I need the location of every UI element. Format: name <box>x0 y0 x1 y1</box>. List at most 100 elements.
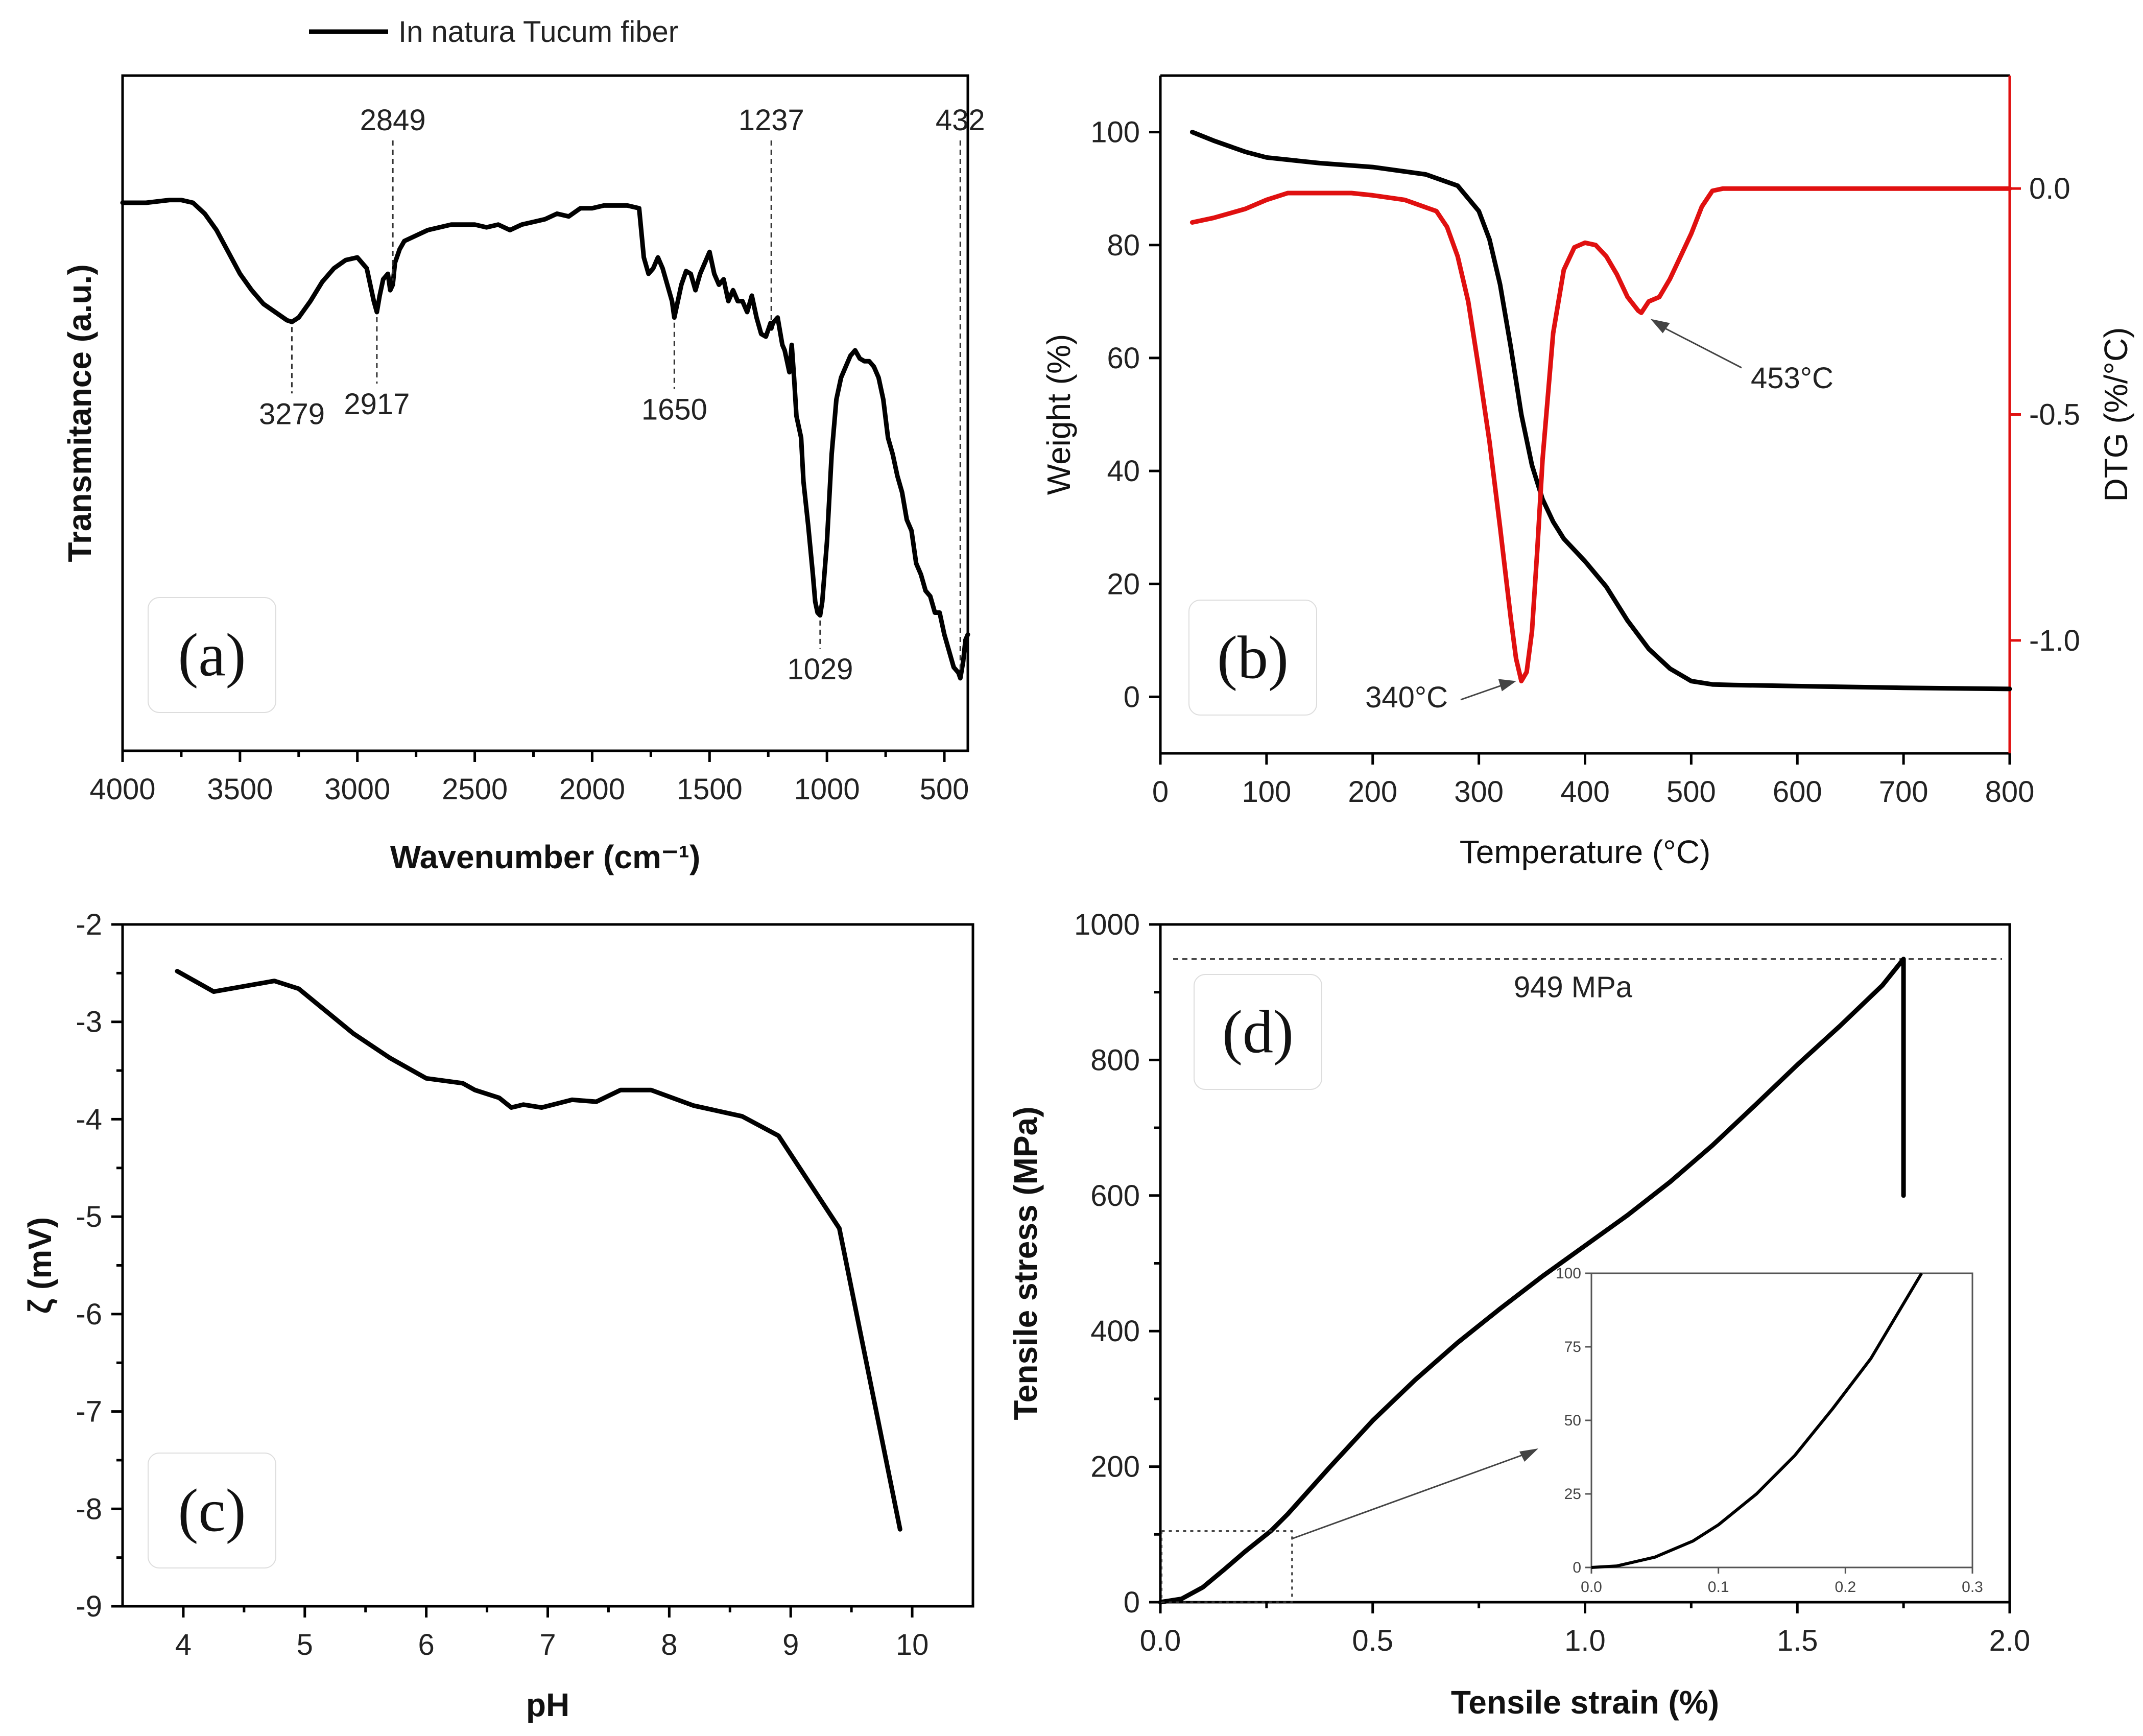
arrow-head-453 <box>1650 319 1670 334</box>
annotation-340: 340°C <box>1365 681 1448 714</box>
x-tick-label-a: 500 <box>920 773 969 806</box>
y-tick-label-c: -8 <box>76 1492 102 1526</box>
inset-y-tick-label: 25 <box>1564 1486 1581 1503</box>
x-tick-label-c: 4 <box>175 1628 192 1661</box>
x-tick-label-b: 700 <box>1879 775 1928 808</box>
x-axis-title-b: Temperature (°C) <box>1460 834 1711 870</box>
x-tick-label-c: 7 <box>539 1628 556 1661</box>
x-tick-label-b: 0 <box>1152 775 1169 808</box>
zoom-region-box <box>1160 1530 1293 1603</box>
x-tick-label-a: 1500 <box>677 773 743 806</box>
x-axis-title-c: pH <box>526 1686 569 1723</box>
x-tick-label-b: 100 <box>1242 775 1291 808</box>
y-tick-label-d: 0 <box>1124 1586 1140 1619</box>
panel-b-tga: 0 100 200 300 400 500 600 700 800 0 20 40 60 80 100 0.0… <box>1040 74 2134 870</box>
x-axis-title-d: Tensile strain (%) <box>1451 1684 1719 1721</box>
x-tick-label-b: 200 <box>1348 775 1397 808</box>
x-tick-label-b: 600 <box>1773 775 1822 808</box>
y-tick-label-c: -2 <box>76 908 102 941</box>
y-tick-label-b: 60 <box>1107 342 1140 375</box>
panel-label-b-box <box>1188 600 1317 716</box>
y-tick-label-d: 200 <box>1090 1450 1140 1484</box>
x-axis-title-a: Wavenumber (cm⁻¹) <box>390 839 701 875</box>
peak-label-3279: 3279 <box>259 397 325 431</box>
x-tick-label-d: 1.5 <box>1777 1624 1818 1657</box>
zeta-series-line <box>175 969 902 1532</box>
x-tick-label-c: 6 <box>418 1628 435 1661</box>
x-tick-label-a: 3500 <box>207 773 273 806</box>
peak-label-432: 432 <box>936 104 985 137</box>
panel-label-c-box <box>148 1453 276 1568</box>
peak-label-1237: 1237 <box>739 104 804 137</box>
arrow-453 <box>1660 325 1742 369</box>
y2-tick-label-b: -0.5 <box>2029 398 2080 432</box>
inset-y-tick-label: 75 <box>1564 1339 1581 1355</box>
panel-label-d: (d) <box>1222 998 1294 1066</box>
x-tick-label-a: 3000 <box>324 773 390 806</box>
inset-y-tick-label: 50 <box>1564 1412 1581 1429</box>
y-tick-label-c: -3 <box>76 1006 102 1039</box>
x-tick-label-c: 9 <box>782 1628 799 1661</box>
y-tick-label-b: 80 <box>1107 229 1140 262</box>
y-tick-label-c: -7 <box>76 1395 102 1429</box>
reference-label-949: 949 MPa <box>1514 971 1633 1004</box>
y-axis-title-d: Tensile stress (MPa) <box>1007 1106 1044 1420</box>
panel-a-ftir: 4000 3500 3000 2500 2000 1500 1000 500 3279 2917 2… <box>61 15 985 875</box>
y-tick-label-b: 100 <box>1090 116 1140 149</box>
stress-strain-line <box>1158 957 1906 1605</box>
x-tick-label-a: 2500 <box>442 773 508 806</box>
y-tick-label-d: 1000 <box>1074 908 1140 941</box>
plot-frame-a <box>121 74 969 752</box>
panel-label-c: (c) <box>178 1477 246 1544</box>
annotation-453: 453°C <box>1751 362 1834 395</box>
x-tick-label-c: 5 <box>297 1628 313 1661</box>
zoom-arrow-head <box>1519 1448 1538 1462</box>
ftir-series-line <box>120 198 970 681</box>
panel-label-b: (b) <box>1217 624 1289 692</box>
inset-y-tick-label: 0 <box>1573 1559 1581 1576</box>
x-tick-label-b: 400 <box>1560 775 1610 808</box>
y-tick-label-c: -5 <box>76 1200 102 1233</box>
y-tick-label-c: -9 <box>76 1590 102 1623</box>
x-tick-label-c: 8 <box>661 1628 677 1661</box>
x-tick-label-a: 1000 <box>794 773 860 806</box>
x-tick-label-c: 10 <box>896 1628 929 1661</box>
x-tick-label-d: 1.0 <box>1564 1624 1606 1657</box>
y2-tick-label-b: 0.0 <box>2029 172 2070 205</box>
panel-label-d-box <box>1194 974 1322 1090</box>
x-tick-label-a: 2000 <box>559 773 625 806</box>
x-tick-label-d: 0.0 <box>1140 1624 1181 1657</box>
y-tick-label-b: 40 <box>1107 455 1140 488</box>
dtg-series-line <box>1189 186 2012 683</box>
inset-series-line <box>1591 1272 1923 1569</box>
panel-label-a: (a) <box>178 621 246 689</box>
inset-x-tick-label: 0.2 <box>1835 1579 1856 1596</box>
panel-label-a-box <box>148 597 276 713</box>
peak-label-1650: 1650 <box>641 393 707 426</box>
zoom-arrow <box>1292 1450 1533 1540</box>
y2-tick-label-b: -1.0 <box>2029 624 2080 657</box>
inset-y-tick-label: 100 <box>1556 1265 1581 1282</box>
y-axis-title-b: Weight (%) <box>1040 334 1077 495</box>
x-tick-label-b: 300 <box>1454 775 1504 808</box>
x-tick-label-a: 4000 <box>89 773 155 806</box>
y2-axis-title-b: DTG (%/°C) <box>2098 327 2134 502</box>
x-tick-label-b: 500 <box>1666 775 1716 808</box>
y-axis-title-a: Transmitance (a.u.) <box>61 264 98 562</box>
y-tick-label-b: 20 <box>1107 567 1140 601</box>
y-axis-title-c: ζ (mV) <box>21 1217 58 1314</box>
peak-label-1029: 1029 <box>787 653 853 686</box>
y-tick-label-d: 400 <box>1090 1315 1140 1348</box>
x-tick-label-d: 0.5 <box>1352 1624 1393 1657</box>
y-tick-label-c: -4 <box>76 1103 102 1136</box>
y-tick-label-c: -6 <box>76 1298 102 1331</box>
inset-frame <box>1590 1272 1973 1568</box>
inset-x-tick-label: 0.0 <box>1581 1579 1602 1596</box>
peak-label-2917: 2917 <box>344 388 410 421</box>
inset-x-tick-label: 0.3 <box>1962 1579 1983 1596</box>
panel-c-zeta: 4 5 6 7 8 9 10 -2 -3 -4 -5 -6 -7 -8 -9 pH ζ (mV) (c) <box>21 908 974 1723</box>
x-tick-label-d: 2.0 <box>1989 1624 2031 1657</box>
y-tick-label-b: 0 <box>1124 680 1140 714</box>
